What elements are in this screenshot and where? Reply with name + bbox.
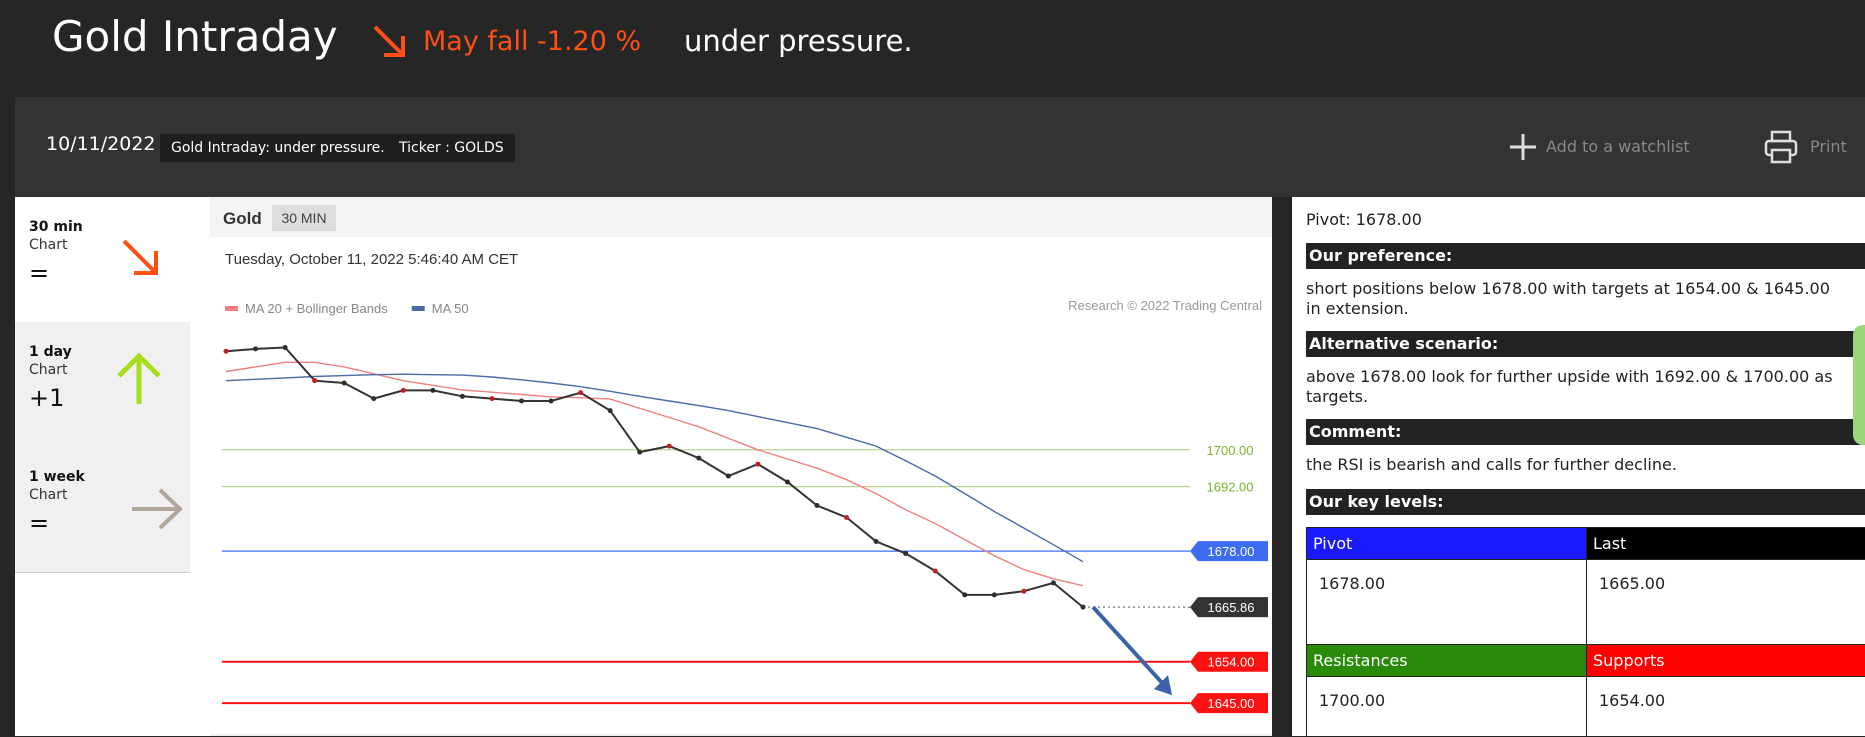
price-point (608, 408, 613, 413)
series-line (226, 362, 1083, 585)
tag: Gold Intraday: under pressure. (160, 134, 396, 162)
forecast-arrow (1093, 607, 1166, 687)
price-point (667, 444, 672, 449)
trend-arrow (120, 237, 162, 279)
level-label: 1692.00 (1207, 480, 1254, 495)
price-point (489, 396, 494, 401)
subtitle: under pressure. (684, 24, 913, 58)
price-point (785, 480, 790, 485)
price-point (696, 456, 701, 461)
timeframe-item[interactable]: 30 min Chart = (15, 197, 190, 323)
table-header: Pivot (1307, 528, 1587, 560)
section-text: above 1678.00 look for further upside wi… (1306, 367, 1865, 407)
section-heading: Alternative scenario: (1306, 331, 1865, 357)
section-text: short positions below 1678.00 with targe… (1306, 279, 1865, 319)
trend-arrow (115, 352, 163, 406)
side-tab[interactable] (1853, 325, 1865, 445)
price-point (874, 539, 879, 544)
price-point (1051, 580, 1056, 585)
level-label: 1645.00 (1208, 696, 1255, 711)
signal: May fall -1.20 % (423, 26, 641, 57)
price-point (815, 503, 820, 508)
legend-swatch (225, 306, 238, 311)
level-label: 1700.00 (1207, 443, 1254, 458)
table-cell: 1665.00 (1587, 560, 1865, 645)
section-heading: Comment: (1306, 419, 1865, 445)
toolbar: 10/11/2022 Gold Intraday: under pressure… (15, 97, 1865, 197)
series-line (226, 348, 1083, 608)
kind: Chart (29, 237, 67, 253)
legend-label: MA 50 (432, 301, 469, 316)
section-text: the RSI is bearish and calls for further… (1306, 455, 1865, 475)
price-point (992, 592, 997, 597)
section-heading: Our preference: (1306, 243, 1865, 269)
pivot: Pivot: 1678.00 (1306, 210, 1865, 229)
table-header: Resistances (1307, 645, 1587, 677)
price-point (726, 474, 731, 479)
section-heading: Our key levels: (1306, 489, 1865, 515)
price-point (371, 396, 376, 401)
price-point (549, 398, 554, 403)
table-header: Supports (1587, 645, 1865, 677)
score: = (29, 259, 49, 287)
credit: Research © 2022 Trading Central (1068, 298, 1262, 313)
score: +1 (29, 384, 64, 412)
price-point (312, 378, 317, 383)
level-label: 1654.00 (1208, 655, 1255, 670)
price-point (401, 388, 406, 393)
table-cell: 1654.00 (1587, 677, 1865, 737)
price-point (460, 394, 465, 399)
price-point (283, 345, 288, 350)
chart: Gold 30 MIN Tuesday, October 11, 2022 5:… (210, 197, 1272, 736)
timeframe-item[interactable]: 1 day Chart +1 (15, 322, 190, 448)
chart-header (210, 197, 1272, 237)
spacer (190, 197, 210, 736)
timestamp: Tuesday, October 11, 2022 5:46:40 AM CET (225, 251, 518, 268)
price-point (342, 380, 347, 385)
date: 10/11/2022 (46, 133, 156, 155)
tag: Ticker : GOLDS (388, 134, 515, 162)
period: 1 week (29, 469, 85, 485)
analysis-panel: Pivot: 1678.00 Our preference: short pos… (1290, 197, 1865, 736)
print-icon[interactable] (1763, 129, 1799, 165)
price-point (430, 388, 435, 393)
sidebar: 30 min Chart = 1 day Chart +1 1 week Cha… (15, 197, 190, 736)
print-button[interactable]: Print (1810, 137, 1847, 156)
trend-arrow (130, 487, 184, 531)
legend-swatch (412, 306, 425, 311)
signal-arrow (370, 22, 410, 62)
level-label: 1678.00 (1208, 544, 1255, 559)
price-point (253, 346, 258, 351)
price-point (903, 551, 908, 556)
price-point (224, 349, 229, 354)
price-point (578, 390, 583, 395)
table-cell: 1700.00 (1307, 677, 1587, 737)
price-point (1021, 589, 1026, 594)
price-point (755, 462, 760, 467)
title: Gold Intraday (52, 12, 338, 61)
period: 1 day (29, 344, 72, 360)
watchlist-button[interactable]: Add to a watchlist (1546, 137, 1690, 156)
plus-icon[interactable] (1508, 132, 1538, 162)
price-point (933, 568, 938, 573)
price-point (637, 450, 642, 455)
price-point (844, 515, 849, 520)
score: = (29, 509, 49, 537)
price-point (519, 398, 524, 403)
timeframe: 30 MIN (281, 210, 326, 226)
kind: Chart (29, 362, 67, 378)
table-cell: 1678.00 (1307, 560, 1587, 645)
price-point (1081, 605, 1086, 610)
table-header: Last (1587, 528, 1865, 560)
price-point (962, 592, 967, 597)
period: 30 min (29, 219, 83, 235)
chart-title: Gold (223, 209, 262, 228)
legend-label: MA 20 + Bollinger Bands (245, 301, 388, 316)
kind: Chart (29, 487, 67, 503)
timeframe-item[interactable]: 1 week Chart = (15, 447, 190, 573)
level-label: 1665.86 (1208, 600, 1255, 615)
